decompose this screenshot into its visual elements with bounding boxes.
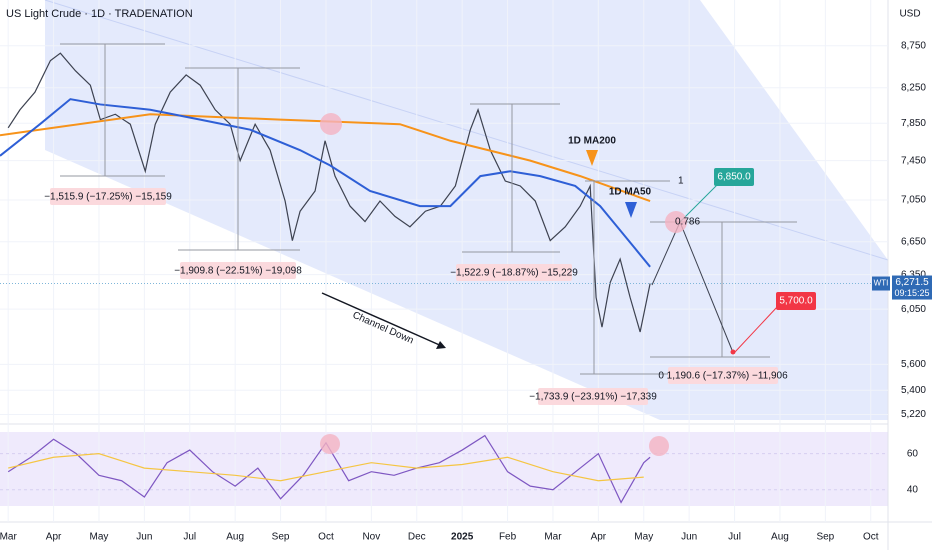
projection-down [734,305,779,353]
x-tick-label: Aug [226,532,244,543]
y-tick-label: 7,050 [901,195,926,206]
x-tick-label: Mar [544,532,562,543]
target-dot [730,349,736,355]
rsi-band [0,432,888,506]
y-tick-label: 6,050 [901,304,926,315]
measure-label: −1,522.9 (−18.87%) −15,229 [450,268,578,279]
measure-boxes: −1,515.9 (−17.25%) −15,159 −1,909.8 (−22… [44,188,788,405]
measure-label: −1,515.9 (−17.25%) −15,159 [44,192,172,203]
y-tick-label: 5,400 [901,385,926,396]
y-tick-label: 8,750 [901,40,926,51]
x-tick-label: Oct [863,532,879,543]
ma50-label: 1D MA50 [609,187,652,198]
currency: USD [899,9,920,20]
symbol-box [872,276,890,291]
symbol-label: WTI [874,279,889,288]
measure-label: −1,909.8 (−22.51%) −19,098 [174,266,302,277]
measure-label: 0 1,190.6 (−17.37%) −11,906 [658,371,788,382]
channel-edge [44,0,889,261]
y-tick-label: 8,250 [901,82,926,93]
y-tick-label: 6,650 [901,236,926,247]
x-tick-label: 2025 [451,532,474,543]
series-line [0,113,651,202]
x-tick-label: Nov [362,532,380,543]
x-tick-label: Sep [816,532,834,543]
y-tick-label: 7,450 [901,155,926,166]
chart-title: US Light Crude · 1D · TRADENATION [6,8,193,20]
x-tick-label: Oct [318,532,334,543]
x-tick-label: Jun [681,532,697,543]
series-line [8,453,644,482]
y-tick-label: 5,600 [901,359,926,370]
highlight [665,211,687,233]
target-box [776,292,816,310]
channel [45,0,888,420]
target-box [714,168,754,186]
x-tick-label: Jul [728,532,741,543]
x-tick-label: May [634,532,653,543]
fib-label: 1 [678,176,684,187]
projection-up [679,183,719,223]
fib-label: 0.786 [675,217,700,228]
ma50-arrow [625,202,637,218]
y-tick-label: 6,350 [901,269,926,280]
x-tick-label: May [90,532,109,543]
x-tick-label: Jul [183,532,196,543]
arrow-head [436,341,446,349]
measure-label: −1,733.9 (−23.91%) −17,339 [529,392,657,403]
x-tick-label: Feb [499,532,517,543]
y-tick-label: 40 [907,484,919,495]
x-tick-label: Sep [272,532,290,543]
ma200-arrow [586,150,598,166]
price-box [892,275,932,300]
ma200-label: 1D MA200 [568,136,616,147]
x-tick-label: Apr [591,532,607,543]
target-label: 5,700.0 [779,296,813,307]
channel-arrow [321,292,445,348]
y-tick-label: 60 [907,448,919,459]
highlight [320,113,342,135]
x-tick-label: Jun [136,532,152,543]
y-tick-label: 7,850 [901,118,926,129]
series-line [0,98,651,268]
x-tick-label: Mar [0,532,17,543]
target-label: 6,850.0 [717,172,751,183]
y-tick-label: 5,220 [901,409,926,420]
countdown: 09:15:25 [894,288,929,298]
x-tick-label: Aug [771,532,789,543]
highlight [320,434,340,454]
measure-lines [60,43,797,375]
price-label: 6,271.5 [895,277,929,288]
highlight [649,436,669,456]
x-tick-label: Dec [408,532,426,543]
series-line [7,434,651,504]
x-tick-label: Apr [46,532,62,543]
